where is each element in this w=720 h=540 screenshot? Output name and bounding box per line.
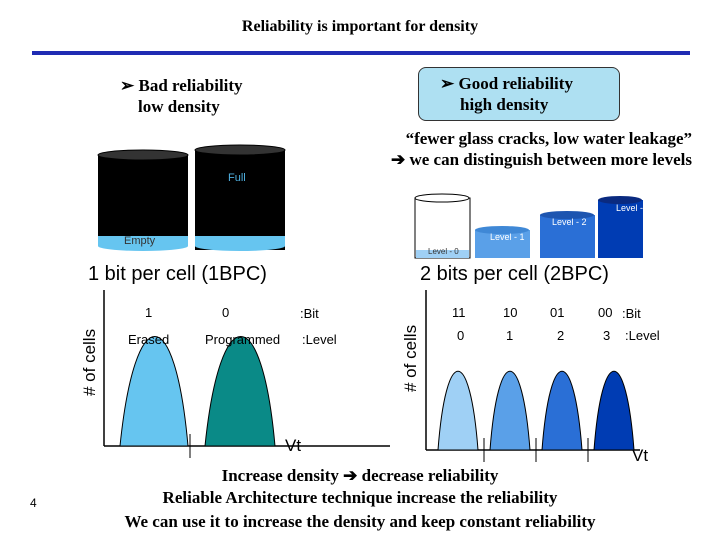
twobpc-level-2: 2 xyxy=(557,328,565,343)
level3-distribution xyxy=(593,370,635,451)
programmed-distribution xyxy=(204,336,276,447)
twobpc-level-0: 0 xyxy=(457,328,465,343)
good-line2: high density xyxy=(460,95,549,114)
bad-reliability-bullet: ➢ Bad reliability low density xyxy=(120,75,243,117)
bottom-line-3: We can use it to increase the density an… xyxy=(124,512,596,531)
twobpc-bit-01: 01 xyxy=(550,305,565,320)
twobpc-y-label: # of cells xyxy=(401,324,420,392)
bottom-line-2: Reliable Architecture technique increase… xyxy=(162,488,558,507)
quote-line2: we can distinguish between more levels xyxy=(409,150,692,169)
level-0-label: Level - 0 xyxy=(428,247,459,256)
onebpc-x-label: Vt xyxy=(285,436,302,455)
level-glass-1 xyxy=(475,226,530,258)
twobpc-bit-10: 10 xyxy=(503,305,518,320)
level-glass-2 xyxy=(540,211,595,258)
level-3-label: Level - 3 xyxy=(616,203,651,213)
title-divider xyxy=(32,51,690,55)
quote-block: “fewer glass cracks, low water leakage” … xyxy=(300,128,692,170)
arrow-bullet-icon: ➢ xyxy=(440,74,455,93)
onebpc-bit-0: 0 xyxy=(222,305,230,320)
good-reliability-box xyxy=(418,67,620,121)
good-reliability-bullet: ➢ Good reliability high density xyxy=(440,73,573,115)
onebpc-level-label: :Level xyxy=(302,332,337,347)
level-1-label: Level - 1 xyxy=(490,232,525,242)
twobpc-level-label: :Level xyxy=(625,328,660,343)
level2-distribution xyxy=(541,370,583,451)
right-arrow-icon: ➔ xyxy=(343,466,358,485)
level1-distribution xyxy=(489,370,531,451)
bottom-line-1: Increase density ➔ decrease reliability xyxy=(0,466,720,485)
bottom-line1-b: decrease reliability xyxy=(361,466,499,485)
twobpc-bit-00: 00 xyxy=(598,305,613,320)
full-glass xyxy=(194,144,286,251)
black-glass xyxy=(97,149,189,251)
erased-distribution xyxy=(119,336,189,447)
arrow-bullet-icon: ➢ xyxy=(120,76,135,95)
bad-line2: low density xyxy=(138,97,220,116)
onebpc-heading: 1 bit per cell (1BPC) xyxy=(88,263,267,285)
level0-distribution xyxy=(437,370,479,451)
bottom-line1-a: Increase density xyxy=(221,466,339,485)
onebpc-level-erased: Erased xyxy=(128,332,170,347)
quote-line1: “fewer glass cracks, low water leakage” xyxy=(405,129,692,148)
good-line1: Good reliability xyxy=(458,74,573,93)
level-glass-3 xyxy=(598,196,643,258)
onebpc-bit-1: 1 xyxy=(145,305,153,320)
twobpc-level-1: 1 xyxy=(506,328,514,343)
level-2-label: Level - 2 xyxy=(552,217,587,227)
twobpc-x-label: Vt xyxy=(632,446,649,465)
bad-line1: Bad reliability xyxy=(138,76,243,95)
onebpc-bit-label: :Bit xyxy=(300,306,319,321)
empty-label: Empty xyxy=(124,235,156,247)
page-number: 4 xyxy=(30,496,37,510)
level-glass-0 xyxy=(414,193,471,259)
twobpc-heading: 2 bits per cell (2BPC) xyxy=(420,263,609,285)
right-arrow-icon: ➔ xyxy=(390,150,406,169)
full-label: Full xyxy=(228,172,246,184)
onebpc-level-programmed: Programmed xyxy=(205,332,281,347)
twobpc-bit-11: 11 xyxy=(452,305,466,320)
slide-title: Reliability is important for density xyxy=(241,18,479,35)
twobpc-bit-label: :Bit xyxy=(622,306,641,321)
twobpc-level-3: 3 xyxy=(603,328,611,343)
